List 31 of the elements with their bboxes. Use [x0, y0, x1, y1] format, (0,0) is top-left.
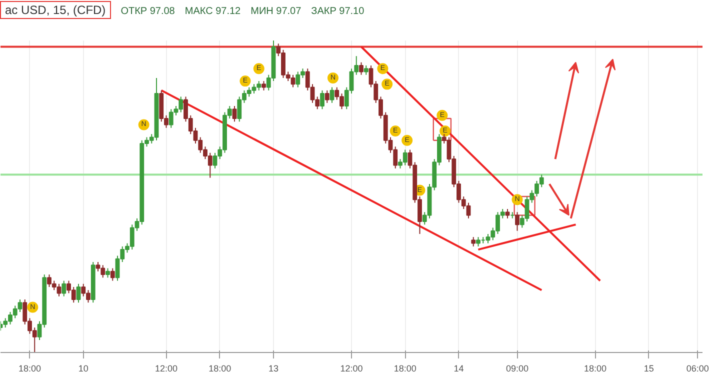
x-tick-label: 06:00: [686, 364, 709, 374]
x-tick-label: 09:00: [506, 364, 529, 374]
x-tick-label: 13: [268, 364, 279, 374]
candlestick: [106, 268, 110, 278]
candlestick: [471, 236, 476, 247]
text: ЗАКР 97.10: [311, 6, 364, 17]
x-tick-label: 18:00: [18, 364, 42, 374]
x-tick-label: 14: [454, 364, 464, 374]
x-tick-label: 12:00: [340, 364, 363, 374]
text: ОТКР 97.08: [120, 6, 175, 17]
candlestick: [320, 90, 324, 110]
candlestick: [505, 208, 510, 219]
x-tick-label: 10: [78, 364, 88, 374]
candlestick: [515, 212, 520, 232]
candlestick: [76, 283, 81, 304]
chart-title: ас USD, 15, (CFD): [0, 1, 111, 19]
candlestick: [232, 106, 237, 122]
x-tick-label: 18:00: [208, 364, 232, 374]
x-tick-label: 18:00: [394, 364, 416, 374]
candlestick: [324, 90, 330, 104]
candlestick: [62, 280, 66, 297]
x-tick-label: 12:00: [154, 364, 178, 374]
candlestick: [364, 64, 368, 76]
candlestick: [359, 62, 364, 76]
candlestick: [110, 268, 115, 282]
candlestick: [262, 80, 266, 91]
candlestick: [330, 86, 334, 104]
x-tick-label: 18:00: [584, 364, 607, 374]
text: МАКС 97.12: [184, 6, 241, 17]
text: МИН 97.07: [250, 6, 302, 17]
x-tick-label: 15: [644, 364, 654, 374]
